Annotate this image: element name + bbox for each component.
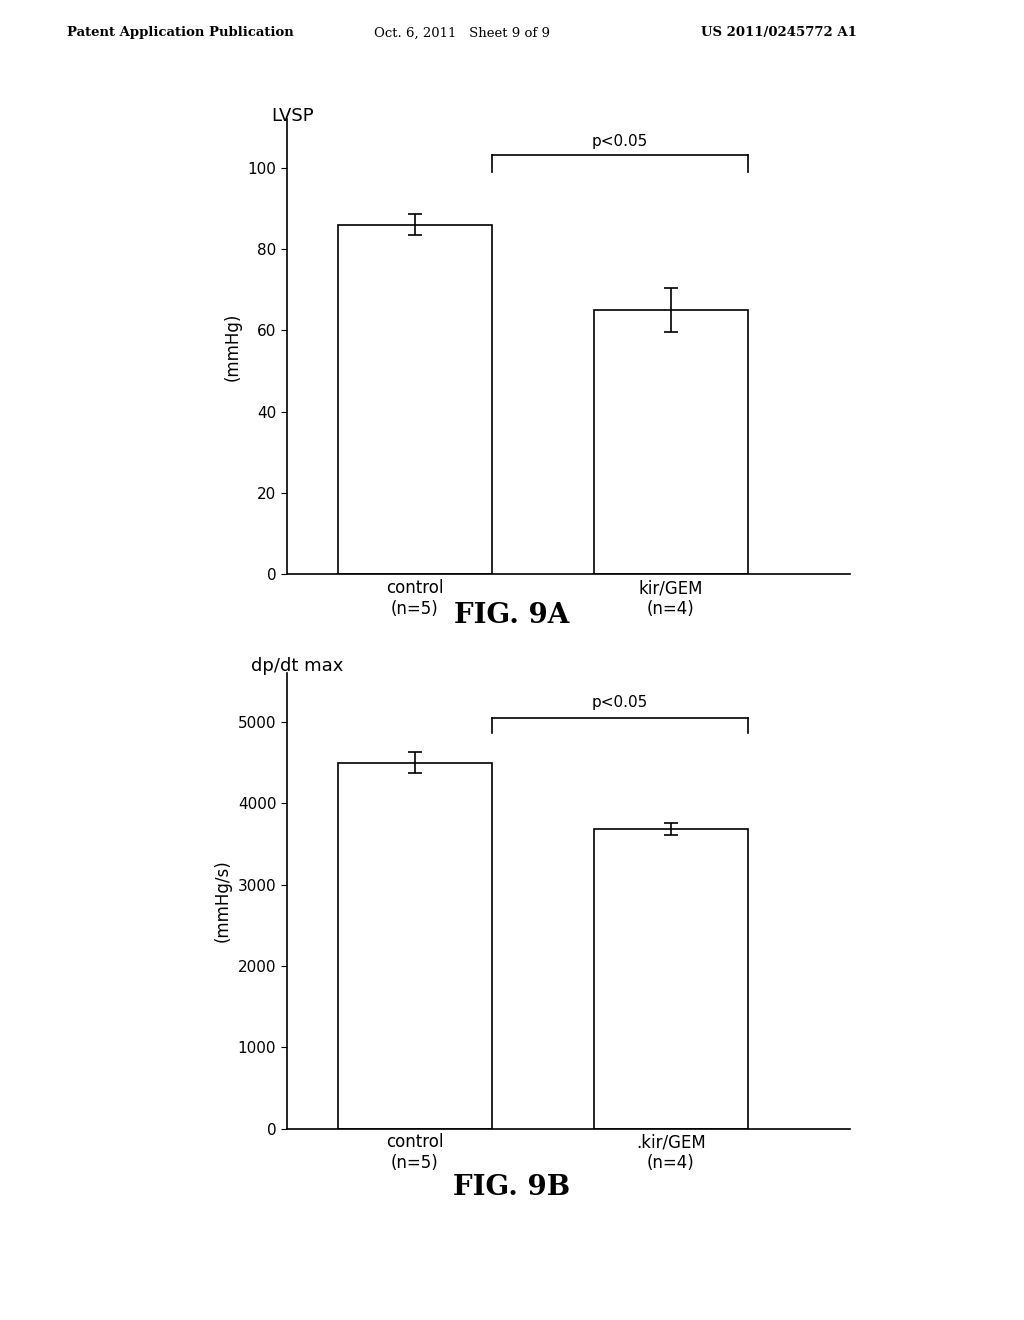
- Text: p<0.05: p<0.05: [592, 135, 647, 149]
- Text: LVSP: LVSP: [271, 107, 314, 125]
- Bar: [338, 763, 492, 1129]
- Bar: [594, 310, 748, 574]
- Y-axis label: (mmHg/s): (mmHg/s): [214, 859, 232, 942]
- Text: dp/dt max: dp/dt max: [251, 657, 343, 676]
- Text: FIG. 9B: FIG. 9B: [454, 1173, 570, 1201]
- Bar: [338, 224, 492, 574]
- Bar: [594, 829, 748, 1129]
- Text: Oct. 6, 2011   Sheet 9 of 9: Oct. 6, 2011 Sheet 9 of 9: [374, 26, 550, 40]
- Text: Patent Application Publication: Patent Application Publication: [67, 26, 293, 40]
- Text: US 2011/0245772 A1: US 2011/0245772 A1: [701, 26, 857, 40]
- Text: p<0.05: p<0.05: [592, 694, 647, 710]
- Text: FIG. 9A: FIG. 9A: [455, 602, 569, 630]
- Y-axis label: (mmHg): (mmHg): [224, 313, 242, 380]
